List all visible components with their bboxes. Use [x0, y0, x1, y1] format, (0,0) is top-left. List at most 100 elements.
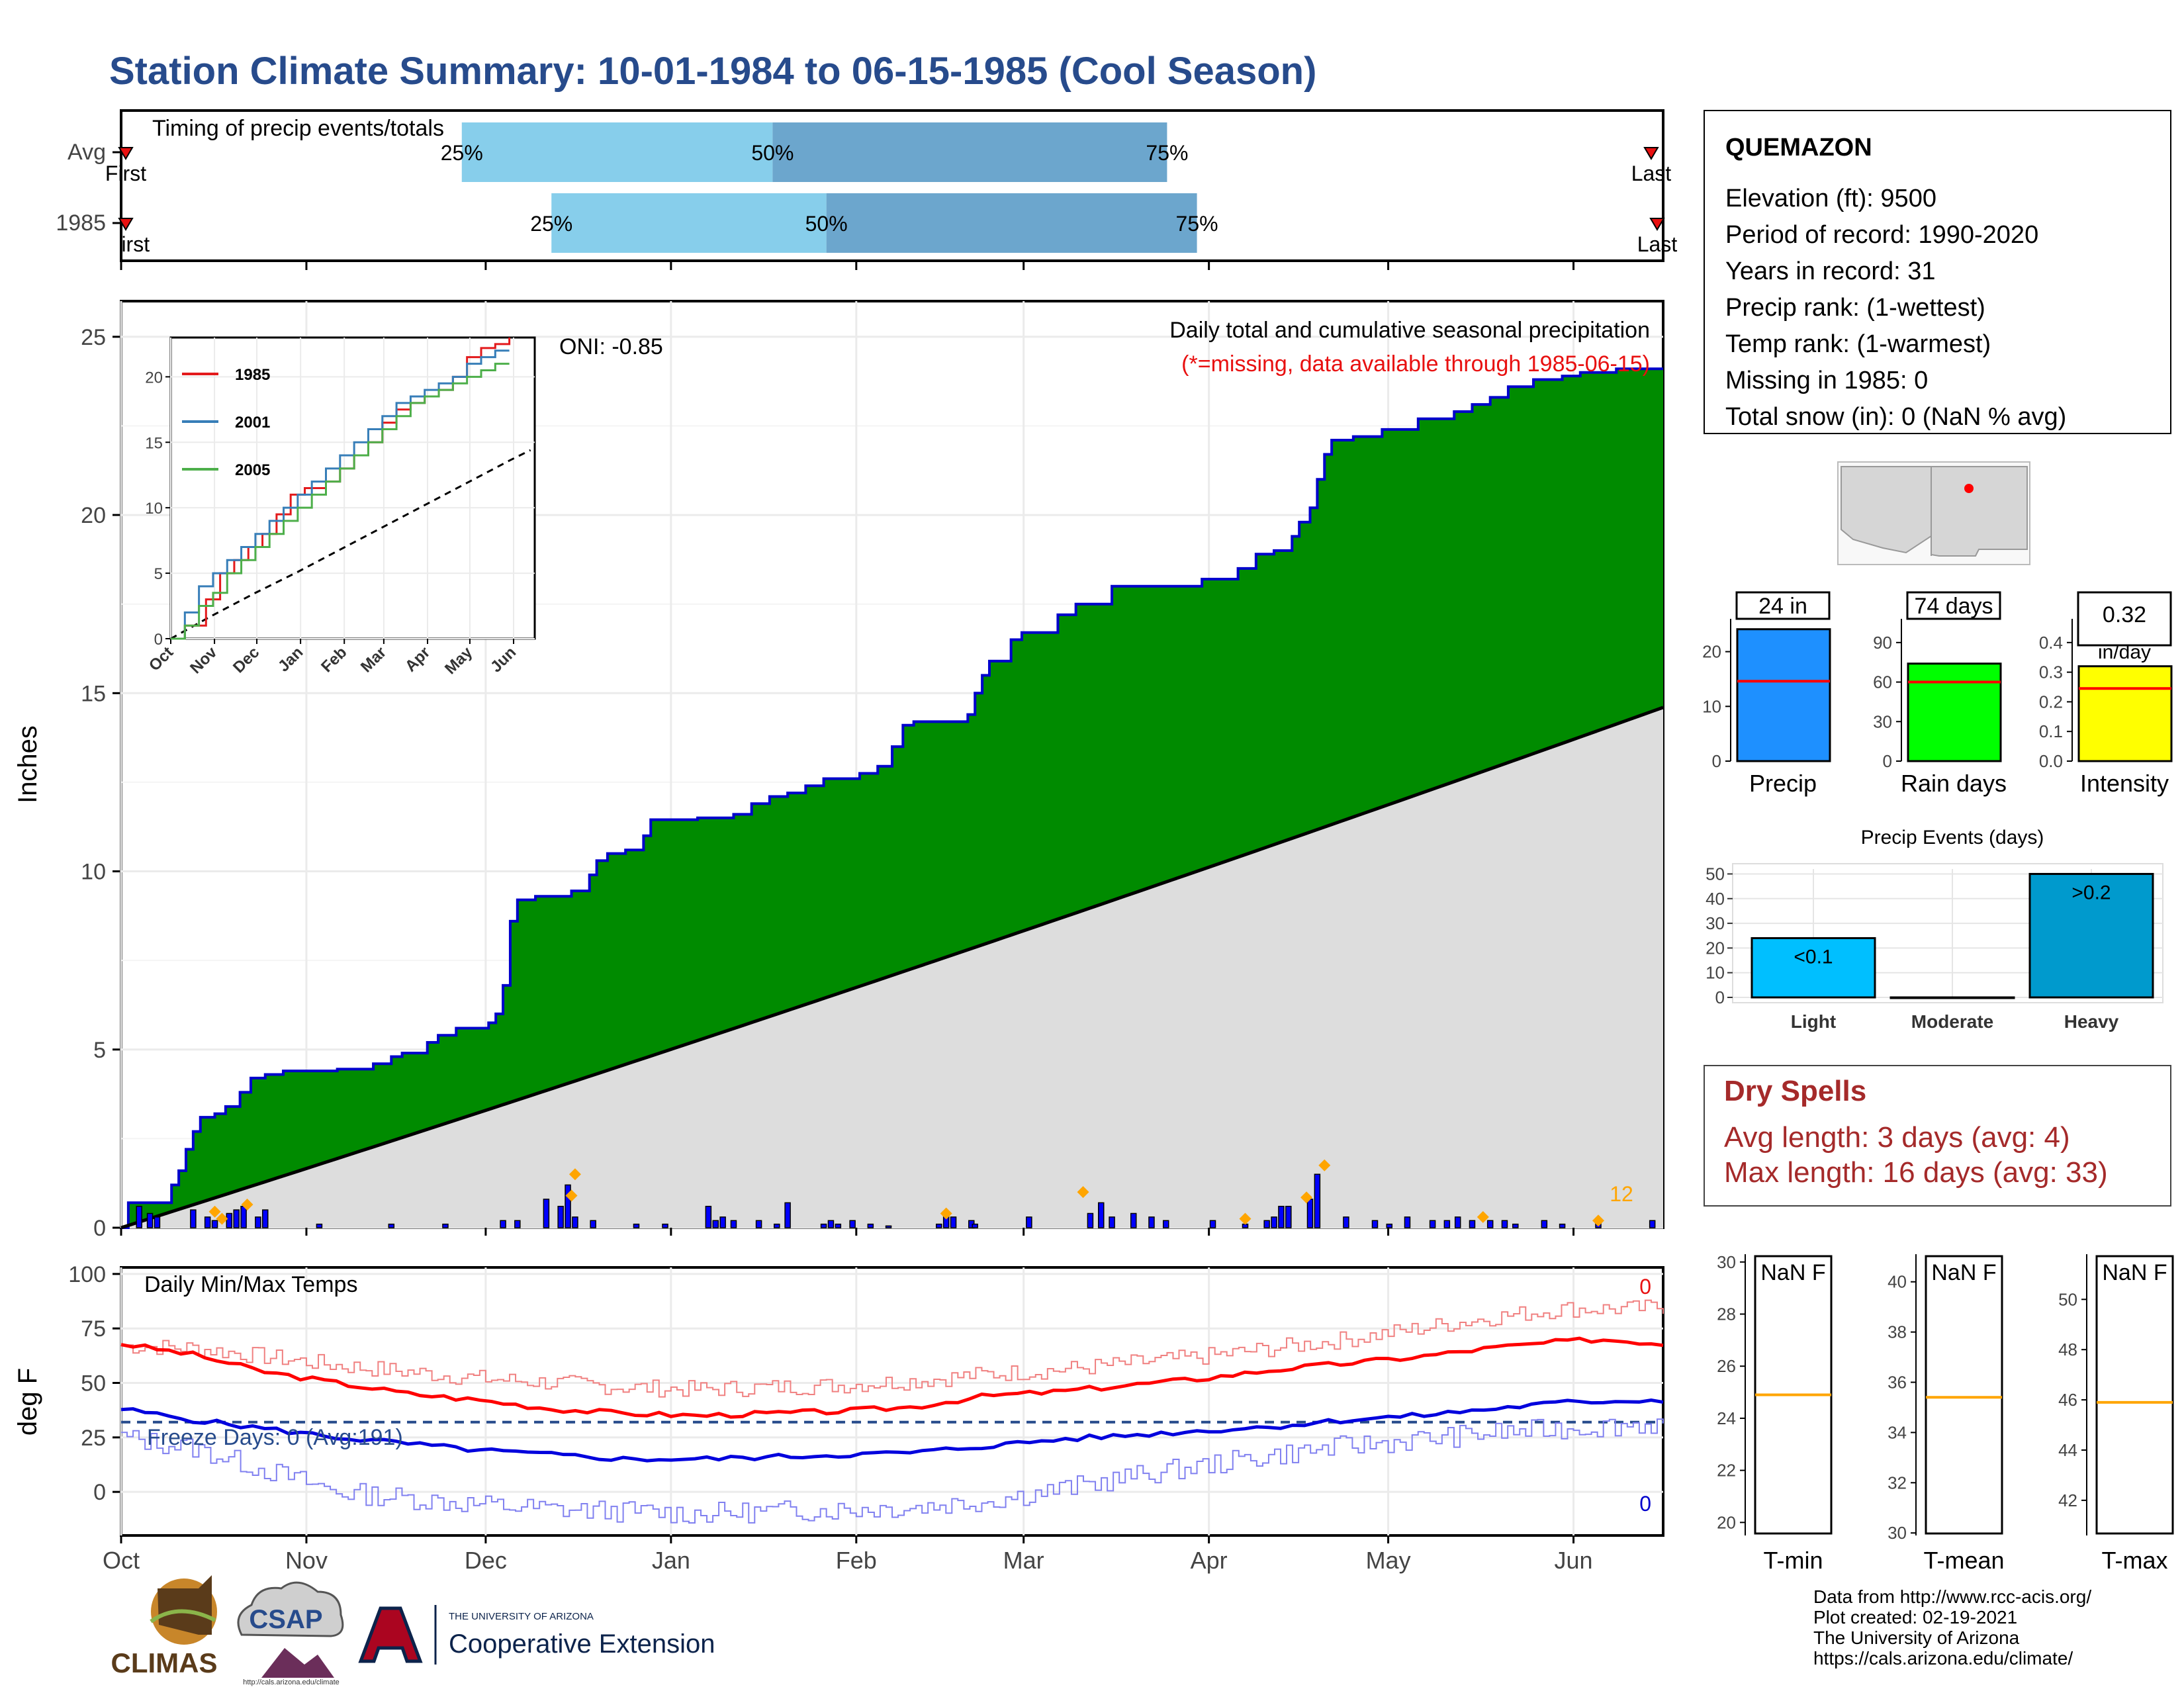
csap-mountain	[261, 1648, 334, 1678]
daily-extreme-marker	[216, 1212, 228, 1225]
timing-first-label: First	[105, 161, 146, 185]
intensity-value-box	[2077, 591, 2172, 647]
daily-precip-bar	[154, 1216, 161, 1228]
temperature-boxes: 20 22 24 26 28 30 NaN F T-min 30 32 34 36 38 40 NaN F T…	[1717, 1252, 2174, 1574]
inset-series-line	[171, 349, 510, 640]
surplus-area	[121, 369, 1663, 1228]
timing-last-marker	[1649, 218, 1665, 231]
temp-box-y-tick-label: 32	[1888, 1473, 1907, 1492]
dry-spells-box: Dry Spells Avg length: 3 days (avg: 4) M…	[1704, 1065, 2171, 1207]
summary-bar-y-tick-label: 60	[1873, 672, 1892, 692]
precip-event-bar-label: <0.1	[1794, 946, 1833, 968]
daily-precip-bar	[755, 1220, 762, 1228]
precip-event-bar	[1889, 996, 2015, 999]
daily-precip-bar	[233, 1209, 240, 1228]
timing-row-label-year: 1985	[56, 210, 106, 236]
month-label: Apr	[1191, 1547, 1228, 1574]
record-min-line	[121, 1418, 1664, 1524]
daily-precip-bar	[849, 1220, 856, 1228]
ua-small-text: THE UNIVERSITY OF ARIZONA	[449, 1611, 594, 1622]
events-y-tick-label: 20	[1706, 938, 1725, 958]
ua-a-mark	[358, 1606, 423, 1663]
daily-precip-bar	[1285, 1205, 1292, 1228]
credit-data-source: Data from http://www.rcc-acis.org/	[1813, 1586, 2091, 1607]
inset-legend-label: 1985	[235, 366, 270, 384]
avg-max-line	[120, 1336, 1664, 1419]
intensity-name: Intensity	[2080, 770, 2169, 797]
daily-precip-bar	[557, 1205, 564, 1228]
dry-spells-max: Max length: 16 days (avg: 33)	[1724, 1156, 2108, 1189]
intensity-value: 0.32	[2103, 602, 2146, 627]
events-y-tick-label: 10	[1706, 963, 1725, 983]
month-label: Jan	[652, 1547, 690, 1574]
daily-precip-bar	[1263, 1220, 1270, 1228]
daily-extreme-marker	[1077, 1186, 1089, 1199]
summary-bar-y-tick-label: 0.0	[2039, 751, 2063, 771]
timing-first-label: First	[109, 232, 150, 256]
dry-spells-frame	[1704, 1065, 2171, 1207]
max-count-label: 0	[1639, 1275, 1651, 1299]
timing-p50-label: 50%	[751, 141, 794, 165]
precip-y-tick-label: 5	[93, 1038, 106, 1063]
summary-bar-y-tick-label: 0.1	[2039, 721, 2063, 741]
page-title: Station Climate Summary: 10-01-1984 to 0…	[109, 50, 1316, 93]
inset-y-tick-label: 0	[154, 631, 163, 649]
daily-precip-bar	[1278, 1205, 1285, 1228]
daily-extreme-marker	[565, 1189, 578, 1202]
oni-label: ONI: -0.85	[559, 334, 663, 359]
precip-y-tick-label: 0	[93, 1216, 106, 1241]
temp-box-y-tick-label: 40	[1888, 1272, 1907, 1292]
avg-cumulative-area	[121, 707, 1663, 1228]
timing-bar-q1-q2	[461, 122, 773, 182]
rain-days-chart: Rain days 74 days 0 30 60 90	[1873, 591, 2007, 797]
precip-event-category: Light	[1791, 1011, 1836, 1032]
temp-box-y-tick-label: 26	[1717, 1356, 1736, 1376]
station-info-box: QUEMAZON Elevation (ft): 9500 Period of …	[1704, 110, 2171, 434]
logos: CLIMAS CSAP http://cals.arizona.edu/clim…	[111, 1575, 715, 1686]
timing-last-marker	[1643, 147, 1659, 160]
precip-event-bar-label: >0.2	[2071, 882, 2111, 903]
events-y-tick-label: 50	[1706, 864, 1725, 884]
precip-event-category: Moderate	[1911, 1011, 1993, 1032]
summary-bar-y-tick-label: 10	[1702, 696, 1721, 716]
daily-precip-bar	[633, 1223, 640, 1228]
daily-precip-bar	[662, 1223, 668, 1228]
credit-url: https://cals.arizona.edu/climate/	[1813, 1648, 2073, 1668]
climas-wave	[150, 1609, 216, 1623]
daily-extreme-marker	[1300, 1191, 1313, 1204]
month-label: Oct	[103, 1547, 140, 1574]
summary-bar	[2077, 665, 2173, 762]
daily-precip-bar	[204, 1216, 211, 1228]
daily-precip-bar	[1314, 1173, 1321, 1228]
rain-days-value: 74 days	[1914, 594, 1993, 619]
daily-extreme-marker	[241, 1199, 253, 1211]
climas-emblem-shape	[158, 1575, 212, 1635]
csap-url: http://cals.arizona.edu/climate	[243, 1678, 340, 1686]
daily-precip-bar	[1026, 1216, 1032, 1228]
month-label: Jun	[1555, 1547, 1593, 1574]
temp-plot: 0 25 50 75 100 Oct Nov Dec Jan Feb Mar Apr May Jun	[68, 1262, 1664, 1574]
daily-precip-bar	[316, 1223, 323, 1228]
station-snow: Total snow (in): 0 (NaN % avg)	[1725, 403, 2066, 431]
temp-box-y-tick-label: 20	[1717, 1512, 1736, 1532]
temp-box-name: T-mean	[1923, 1547, 2004, 1574]
temp-frame	[120, 1266, 1664, 1537]
summary-bar	[1907, 663, 2002, 762]
daily-precip-bar	[590, 1220, 596, 1228]
daily-precip-bar	[146, 1212, 154, 1228]
rain-days-name: Rain days	[1901, 770, 2007, 797]
daily-precip-bar	[1486, 1220, 1494, 1228]
daily-extreme-marker	[1477, 1211, 1489, 1223]
daily-precip-bar	[1501, 1220, 1508, 1228]
precip-total-chart: Precip 24 in 0 10 20	[1702, 591, 1831, 797]
daily-precip-bar	[1454, 1216, 1461, 1228]
temp-box-name: T-min	[1764, 1547, 1823, 1574]
temp-y-tick-label: 0	[93, 1480, 106, 1505]
daily-precip-bar	[514, 1220, 521, 1228]
summary-bar-y-tick-label: 0	[1712, 751, 1721, 771]
dry-spells-title: Dry Spells	[1724, 1075, 1866, 1107]
daily-precip-bar	[1109, 1216, 1115, 1228]
temp-box-value: NaN F	[1931, 1260, 1996, 1285]
temp-y-tick-label: 25	[81, 1426, 106, 1451]
precip-total-name: Precip	[1749, 770, 1817, 797]
